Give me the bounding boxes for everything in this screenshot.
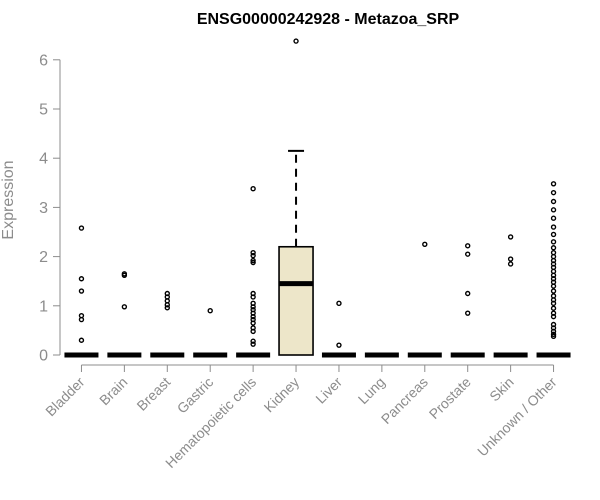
- x-tick-label: Bladder: [42, 374, 88, 420]
- outlier-point: [422, 241, 428, 248]
- outlier-point: [78, 316, 85, 323]
- outlier-point: [250, 294, 256, 300]
- outlier-point: [507, 234, 514, 240]
- x-tick-label: Skin: [486, 374, 517, 405]
- outlier-point: [336, 342, 342, 348]
- outlier-point: [550, 207, 557, 213]
- x-tick-label: Gastric: [174, 374, 217, 417]
- x-tick-label: Liver: [312, 374, 345, 407]
- box-5: [278, 38, 314, 356]
- x-tick-label: Kidney: [261, 374, 303, 416]
- outlier-point: [250, 320, 256, 326]
- box-8: [407, 241, 442, 358]
- box-4: [236, 186, 271, 358]
- outlier-point: [465, 251, 471, 257]
- outlier-point: [550, 331, 557, 338]
- outlier-point: [550, 288, 557, 294]
- outlier-point: [550, 198, 557, 205]
- outlier-point: [465, 310, 471, 316]
- box-0: [64, 225, 99, 358]
- y-tick-label: 6: [39, 52, 48, 69]
- y-tick-label: 1: [39, 298, 48, 315]
- outlier-point: [250, 313, 256, 320]
- outlier-point: [250, 186, 256, 192]
- x-tick-label: Pancreas: [378, 374, 431, 427]
- outlier-point: [507, 256, 514, 262]
- box-1: [107, 271, 142, 358]
- x-tick-label: Lung: [355, 374, 388, 407]
- outlier-point: [250, 257, 256, 264]
- outlier-point: [550, 231, 557, 238]
- plot-area: [64, 38, 571, 358]
- outlier-point: [78, 337, 85, 343]
- outlier-point: [250, 338, 256, 344]
- outlier-point: [121, 272, 128, 278]
- outlier-point: [78, 276, 85, 282]
- outlier-point: [550, 313, 557, 320]
- outlier-point: [78, 225, 85, 231]
- x-tick-label: Breast: [133, 374, 173, 414]
- outlier-point: [550, 328, 557, 335]
- y-tick-label: 0: [39, 348, 48, 365]
- outlier-point: [550, 300, 557, 307]
- outlier-point: [250, 252, 256, 259]
- outlier-point: [164, 305, 170, 311]
- outlier-point: [250, 341, 256, 347]
- outlier-point: [550, 224, 557, 230]
- outlier-point: [550, 181, 557, 187]
- outlier-point: [550, 189, 557, 196]
- x-tick-label: Unknown / Other: [474, 374, 560, 460]
- outlier-point: [78, 288, 85, 294]
- y-tick-label: 4: [39, 151, 48, 168]
- outlier-point: [250, 259, 256, 266]
- outlier-point: [465, 290, 471, 297]
- outlier-point: [550, 215, 557, 221]
- box-3: [193, 308, 228, 358]
- box-11: [536, 181, 571, 358]
- outlier-point: [207, 308, 213, 314]
- box-9: [450, 243, 485, 358]
- outlier-point: [164, 302, 170, 308]
- y-axis-label: Expression: [0, 160, 17, 239]
- outlier-point: [250, 328, 256, 335]
- box-6: [321, 300, 356, 358]
- y-tick-label: 3: [39, 200, 48, 217]
- chart-title: ENSG00000242928 - Metazoa_SRP: [197, 11, 460, 28]
- box-2: [150, 290, 185, 358]
- outlier-point: [121, 304, 128, 310]
- box-10: [493, 234, 528, 358]
- outlier-point: [250, 249, 256, 256]
- outlier-point: [293, 38, 299, 44]
- x-tick-label: Prostate: [426, 374, 474, 422]
- y-axis: 0 1 2 3 4 5 6: [39, 52, 61, 365]
- outlier-point: [507, 261, 514, 267]
- outlier-point: [550, 245, 557, 251]
- x-tick-label: Brain: [96, 374, 130, 408]
- y-tick-label: 2: [39, 249, 48, 266]
- outlier-point: [550, 283, 557, 289]
- outlier-point: [250, 304, 256, 310]
- box-body: [278, 245, 314, 356]
- outlier-point: [336, 300, 342, 307]
- outlier-point: [550, 333, 557, 340]
- outlier-point: [465, 243, 471, 249]
- outlier-point: [550, 305, 557, 311]
- y-tick-label: 5: [39, 102, 48, 119]
- outlier-point: [550, 239, 557, 245]
